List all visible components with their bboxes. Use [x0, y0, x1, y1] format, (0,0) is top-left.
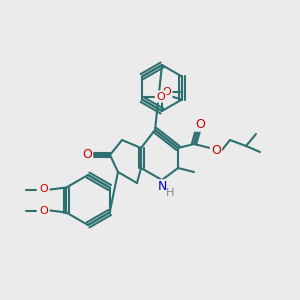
Text: O: O — [195, 118, 205, 130]
Text: O: O — [39, 184, 48, 194]
Text: O: O — [39, 206, 48, 215]
Text: N: N — [157, 181, 167, 194]
Text: H: H — [166, 188, 174, 198]
Text: O: O — [82, 148, 92, 161]
Text: O: O — [163, 87, 171, 97]
Text: O: O — [211, 143, 221, 157]
Text: O: O — [157, 92, 165, 101]
